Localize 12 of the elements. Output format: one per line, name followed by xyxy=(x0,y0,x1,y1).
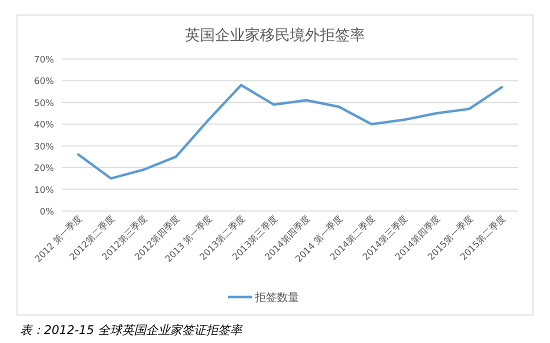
y-tick-label: 0% xyxy=(40,208,54,218)
y-tick-label: 20% xyxy=(34,164,54,174)
y-tick-label: 30% xyxy=(34,142,54,152)
y-tick-label: 50% xyxy=(34,98,54,109)
legend-label: 拒签数量 xyxy=(254,291,299,304)
y-tick-label: 40% xyxy=(34,120,54,131)
y-tick-label: 10% xyxy=(34,186,54,196)
y-tick-label: 70% xyxy=(34,56,54,66)
y-tick-label: 60% xyxy=(34,77,54,88)
line-series xyxy=(77,84,503,180)
text: 表：2012-15 全球英国企业家签证拒签率 xyxy=(20,323,244,337)
chart-title: 英国企业家移民境外拒签率 xyxy=(185,26,365,44)
